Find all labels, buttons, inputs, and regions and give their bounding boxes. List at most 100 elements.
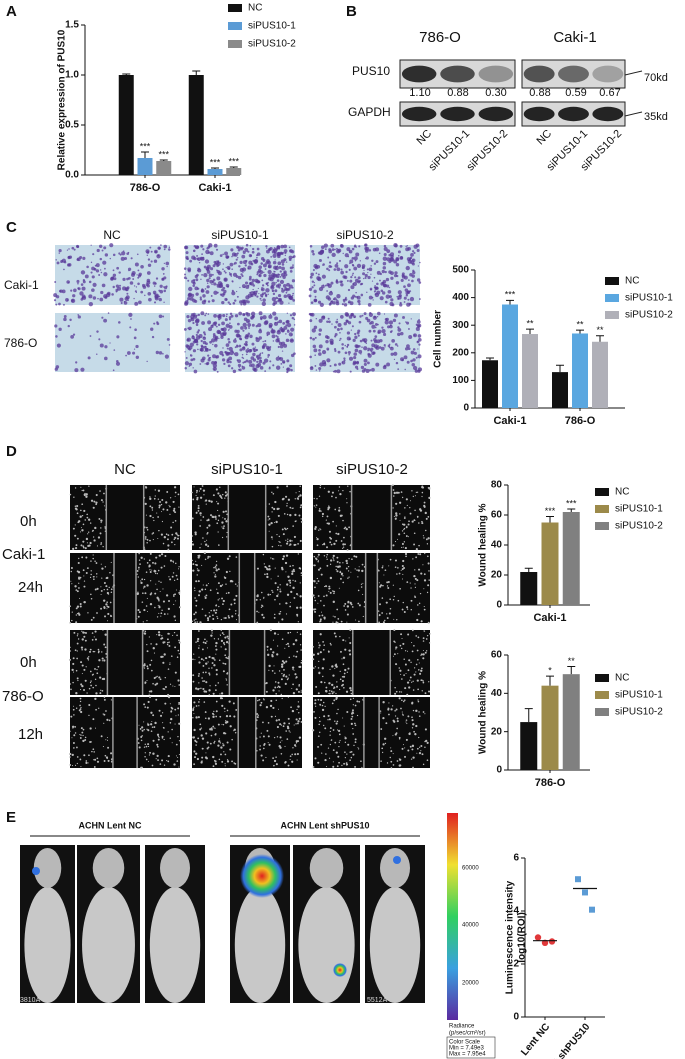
cell [193,279,196,282]
cell [149,246,152,249]
cell [279,590,282,593]
cell [341,347,345,350]
cell [256,256,258,259]
cell [385,277,390,282]
cell [150,592,153,594]
cell [197,637,200,641]
cell [147,700,150,704]
cell [351,606,354,608]
cell [175,600,177,602]
cell [75,669,78,672]
cell [211,662,214,665]
cell [161,759,164,762]
cell [156,616,159,618]
cell [412,365,418,371]
cell [192,709,194,712]
cell [394,692,397,695]
legend-label: NC [615,673,629,684]
cell [124,287,129,292]
cell [315,369,318,371]
cell [104,566,107,568]
cell [255,348,259,352]
cell [313,289,317,294]
cell [175,574,178,577]
cell [174,686,176,688]
cell [263,358,269,363]
cell [349,259,354,264]
cell [94,697,97,701]
cell [218,605,220,608]
cell [278,319,283,324]
mouse-body [369,887,421,1003]
cell [396,296,398,298]
cell [207,661,209,663]
cell [231,738,233,741]
cell [100,607,103,610]
cell [210,338,216,343]
mouse-body [298,887,355,1003]
cell [334,332,338,336]
cell [406,344,410,348]
cell [293,724,295,726]
cell [220,335,224,339]
cell [156,675,158,678]
error-bar [596,335,604,342]
cell [103,606,106,610]
cell [273,247,276,249]
cell [176,634,178,637]
cell [270,715,273,718]
cell [149,497,152,501]
cell [72,708,75,711]
cell [221,493,224,496]
cell [348,637,350,639]
cell [286,502,288,505]
cell [262,340,264,343]
cell [259,748,261,751]
cell [160,503,163,506]
cell [212,343,214,346]
blot-quant: 0.88 [447,87,468,99]
cell [87,544,90,548]
cell [313,580,316,583]
cell [66,280,70,284]
cell [256,273,259,276]
cell [297,690,300,693]
cell [156,682,159,685]
cell [80,734,82,736]
cell [268,314,273,319]
cell [294,753,297,756]
cell [287,329,289,331]
cell [226,635,229,638]
cell [144,752,146,754]
cell [233,299,237,302]
cell [308,287,313,291]
cell [361,569,364,573]
cell [406,360,410,364]
cell [108,586,110,589]
cell [291,572,294,575]
cell [421,522,424,525]
cell [69,756,71,758]
cell [72,671,75,673]
cell [363,277,365,280]
blot-band [478,65,514,83]
cell [283,661,286,664]
cell [403,296,407,300]
cell [357,280,361,284]
cell [98,244,103,249]
cell [269,648,273,651]
cell [411,520,414,523]
cell [286,505,288,507]
cell [233,602,236,605]
cell [289,543,292,546]
cell [272,591,274,594]
cell [388,270,392,274]
cell [110,561,112,563]
cell [75,361,78,364]
cell [151,509,154,511]
cell [225,656,228,659]
cell [75,707,78,709]
cell [154,293,159,298]
point [582,889,588,896]
cell [247,267,250,270]
